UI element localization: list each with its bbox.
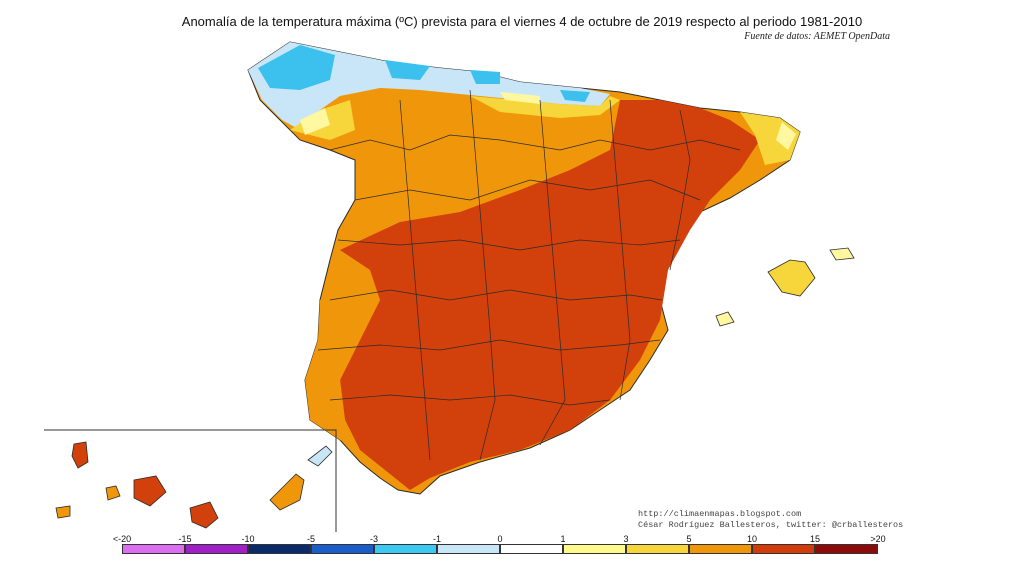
legend-tick-label: -3 — [369, 534, 379, 544]
west-orange-band — [305, 280, 380, 450]
legend-swatch — [311, 544, 374, 554]
legend-tick-label: 5 — [686, 534, 692, 544]
canary-inset-frame — [44, 429, 337, 532]
legend-swatch — [248, 544, 311, 554]
credits-block: http://climaenmapas.blogspot.com César R… — [638, 509, 903, 531]
yellow-band-north — [290, 96, 800, 165]
legend-tick-label: >20 — [870, 534, 886, 544]
legend-swatch — [689, 544, 752, 554]
legend-swatch — [563, 544, 626, 554]
canary-islands — [55, 441, 333, 529]
legend-tick-label: 10 — [746, 534, 758, 544]
legend-tick-label: 3 — [623, 534, 629, 544]
legend-swatch — [752, 544, 815, 554]
legend-swatch — [815, 544, 878, 554]
balearic-mallorca — [767, 259, 816, 297]
balearic-ibiza — [715, 311, 735, 327]
legend-tick-label: -15 — [178, 534, 192, 544]
legend-tick-label: -5 — [306, 534, 316, 544]
legend-swatch — [437, 544, 500, 554]
north-cool-coast — [248, 42, 610, 130]
color-legend: <-20 -15 -10 -5 -3 -1 0 1 3 5 10 15 >20 — [113, 534, 886, 572]
legend-swatch — [374, 544, 437, 554]
legend-tick-label: 0 — [497, 534, 503, 544]
legend-tick-label: -10 — [241, 534, 255, 544]
province-borders — [317, 89, 741, 461]
credits-url: http://climaenmapas.blogspot.com — [638, 509, 802, 519]
legend-swatch — [626, 544, 689, 554]
map-title: Anomalía de la temperatura máxima (ºC) p… — [181, 14, 863, 29]
legend-tick-label: 1 — [560, 534, 566, 544]
north-cold-spots — [258, 45, 590, 102]
very-hot-interior — [340, 100, 760, 490]
legend-tick-label: -1 — [432, 534, 442, 544]
legend-swatch — [122, 544, 185, 554]
data-source-label: Fuente de datos: AEMET OpenData — [744, 31, 890, 42]
balearic-menorca — [829, 247, 855, 261]
legend-tick-label: 15 — [809, 534, 821, 544]
legend-swatch — [185, 544, 248, 554]
legend-swatch — [500, 544, 563, 554]
legend-tick-label: <-20 — [112, 534, 132, 544]
credits-author: César Rodríguez Ballesteros, twitter: @c… — [638, 520, 904, 530]
